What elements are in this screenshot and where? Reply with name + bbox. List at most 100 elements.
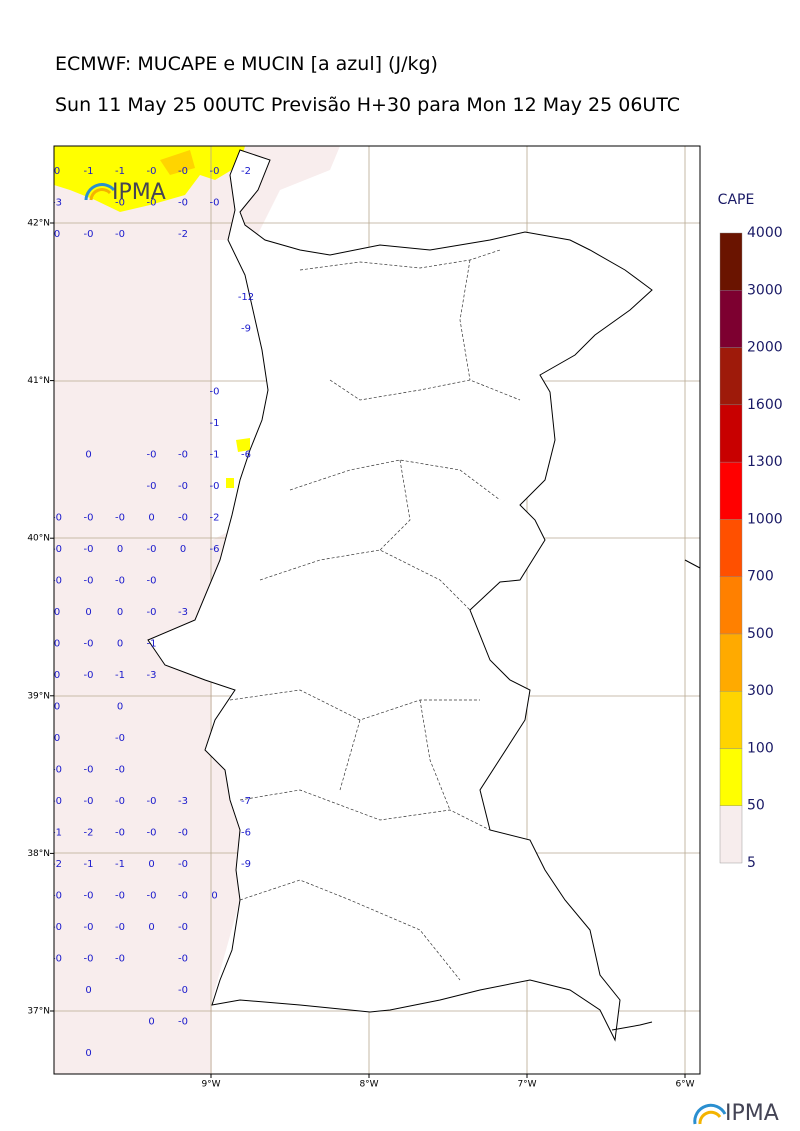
colorbar-segment — [719, 347, 743, 406]
title: ECMWF: MUCAPE e MUCIN [a azul] (J/kg) — [55, 53, 438, 75]
cin-label: 0 — [54, 607, 60, 618]
cin-label: -0 — [84, 576, 94, 587]
colorbar-tick-label: 300 — [747, 683, 774, 699]
cin-label: -0 — [84, 513, 94, 524]
lon-label: 7°W — [517, 1080, 536, 1090]
colorbar-tick-label: 2000 — [747, 340, 783, 356]
cin-label: -0 — [178, 891, 188, 902]
cin-label: -0 — [178, 859, 188, 870]
colorbar-label: CAPE — [718, 192, 755, 208]
lon-label: 6°W — [675, 1080, 694, 1090]
cin-label: -0 — [178, 198, 188, 209]
cin-label: -0 — [178, 922, 188, 933]
cin-label: -1 — [115, 166, 125, 177]
cin-label: 0 — [148, 922, 154, 933]
cin-labels: 0 -1 -1 -0 -0 -0 -2 -3 -0 -0 -0 -0 0 -0 -0 -2 -12 -9 -0 -1 0… — [52, 166, 254, 1059]
cin-label: 0 — [85, 607, 91, 618]
cin-label: -0 — [52, 513, 62, 524]
cin-label: -0 — [210, 387, 220, 398]
footer-logo: IPMA — [693, 1101, 779, 1126]
cin-label: 0 — [117, 702, 123, 713]
colorbar-segment — [719, 576, 743, 635]
cin-label: -3 — [52, 198, 62, 209]
colorbar-tick-label: 3000 — [747, 282, 783, 298]
colorbar-segment — [719, 519, 743, 577]
colorbar-tick-label: 500 — [747, 626, 774, 642]
cin-label: -12 — [238, 292, 254, 303]
cin-label: 0 — [85, 450, 91, 461]
colorbar-tick-label: 100 — [747, 740, 774, 756]
lat-label: 37°N — [27, 1007, 50, 1017]
cin-label: 0 — [54, 733, 60, 744]
lon-label: 9°W — [201, 1080, 220, 1090]
colorbar-segment — [719, 690, 743, 749]
cin-label: -0 — [178, 985, 188, 996]
cin-label: -3 — [178, 607, 188, 618]
cin-label: -0 — [178, 450, 188, 461]
lat-label: 40°N — [27, 534, 50, 544]
cin-label: -0 — [115, 229, 125, 240]
cin-label: -0 — [84, 954, 94, 965]
lat-label: 42°N — [27, 219, 50, 229]
cin-label: -1 — [147, 639, 157, 650]
cin-label: 0 — [54, 639, 60, 650]
cin-label: -0 — [147, 576, 157, 587]
cin-label: -0 — [178, 828, 188, 839]
cin-label: 0 — [117, 639, 123, 650]
cin-label: 0 — [85, 985, 91, 996]
colorbar-segment — [719, 232, 743, 291]
map-axes: 42°N 41°N 40°N 39°N 38°N 37°N 9°W 8°W 7°W 6°W — [27, 219, 694, 1090]
cin-label: -0 — [147, 828, 157, 839]
cin-label: -7 — [241, 796, 251, 807]
cin-label: -0 — [147, 544, 157, 555]
colorbar-tick-label: 5 — [747, 855, 756, 871]
lat-label: 38°N — [27, 849, 50, 859]
cin-label: -0 — [52, 765, 62, 776]
cin-label: -0 — [210, 198, 220, 209]
cin-label: -2 — [210, 513, 220, 524]
cin-label: -0 — [52, 922, 62, 933]
cin-label: -9 — [241, 859, 251, 870]
colorbar-tick-label: 50 — [747, 798, 765, 814]
cin-label: -0 — [178, 954, 188, 965]
cin-label: -0 — [147, 891, 157, 902]
cin-label: -0 — [84, 796, 94, 807]
cin-label: -0 — [84, 922, 94, 933]
cin-label: -0 — [84, 229, 94, 240]
cin-label: -6 — [241, 828, 251, 839]
colorbar-tick-label: 1000 — [747, 511, 783, 527]
cin-label: -0 — [115, 198, 125, 209]
cin-label: -0 — [147, 607, 157, 618]
cin-label: 0 — [85, 1048, 91, 1059]
cin-label: -0 — [115, 922, 125, 933]
cin-label: 0 — [54, 229, 60, 240]
cin-label: -1 — [115, 670, 125, 681]
cin-label: -0 — [147, 481, 157, 492]
cin-label: 0 — [180, 544, 186, 555]
cin-label: 0 — [148, 859, 154, 870]
lon-label: 8°W — [359, 1080, 378, 1090]
cin-label: -1 — [210, 418, 220, 429]
colorbar-tick-label: 1300 — [747, 454, 783, 470]
cin-label: -0 — [147, 450, 157, 461]
cin-label: -0 — [84, 544, 94, 555]
cin-label: -1 — [210, 450, 220, 461]
cin-label: -0 — [147, 166, 157, 177]
colorbar-tick-label: 1600 — [747, 397, 783, 413]
map-logo-text: IPMA — [112, 180, 166, 205]
cin-label: -0 — [147, 198, 157, 209]
cin-label: -0 — [115, 513, 125, 524]
map: IPMA 0 -1 -1 -0 -0 -0 -2 -3 -0 -0 -0 -0 0 -0 -0 -2 -12 -9… — [52, 146, 700, 1074]
cin-label: 0 — [117, 544, 123, 555]
cin-label: -0 — [147, 796, 157, 807]
cin-label: -0 — [52, 954, 62, 965]
cin-label: -3 — [147, 670, 157, 681]
cin-label: 0 — [54, 702, 60, 713]
cin-label: -0 — [52, 544, 62, 555]
lat-label: 39°N — [27, 691, 50, 701]
cin-label: -1 — [115, 859, 125, 870]
cin-label: -0 — [178, 481, 188, 492]
cin-label: -0 — [84, 639, 94, 650]
cin-label: -2 — [178, 229, 188, 240]
